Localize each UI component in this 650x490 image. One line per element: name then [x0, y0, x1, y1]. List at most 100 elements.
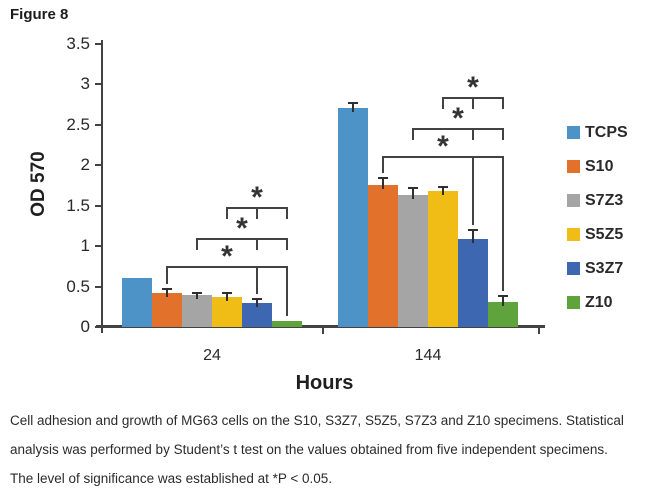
sig-star: *	[467, 71, 479, 104]
error-bar-S3Z7-144	[472, 229, 474, 243]
sig-bracket-drop	[472, 156, 474, 225]
y-tick	[95, 204, 103, 207]
y-tick	[95, 326, 103, 328]
error-cap-S7Z3-24	[192, 291, 202, 294]
y-tick-label: 1.5	[66, 195, 90, 215]
y-tick	[95, 285, 103, 288]
y-tick	[95, 83, 103, 85]
error-bar-S3Z7-24	[256, 299, 258, 307]
sig-bracket-tick	[412, 128, 414, 140]
legend-label-Z10: Z10	[585, 294, 613, 311]
figure-caption: Cell adhesion and growth of MG63 cells o…	[10, 406, 650, 490]
bar-S5Z5-144	[428, 190, 458, 327]
sig-bracket-tick	[226, 207, 228, 219]
legend-label-S10: S10	[585, 158, 614, 175]
sig-bracket-tick	[196, 238, 198, 250]
bar-S7Z3-144	[398, 194, 428, 327]
y-tick-label: 2.5	[66, 114, 90, 134]
sig-bracket	[382, 156, 504, 158]
error-bar-S5Z5-24	[226, 292, 228, 302]
caption-line-1: Cell adhesion and growth of MG63 cells o…	[10, 413, 624, 428]
sig-bracket-tick	[442, 97, 444, 109]
legend-swatch-TCPS	[567, 126, 580, 139]
sig-star: *	[437, 130, 449, 163]
error-bar-S7Z3-24	[196, 292, 198, 299]
y-tick-label: 0.5	[66, 276, 90, 296]
y-axis	[101, 40, 103, 333]
bar-S3Z7-24	[242, 302, 272, 327]
sig-bracket-tick	[256, 238, 258, 250]
y-tick-label: 2	[80, 155, 90, 174]
caption-line-2: analysis was performed by Student’s t te…	[10, 442, 608, 457]
caption-line-3: The level of significance was establishe…	[10, 471, 333, 486]
y-tick-label: 1	[80, 236, 90, 255]
error-cap-TCPS-144	[348, 102, 358, 105]
sig-bracket-drop	[286, 266, 288, 316]
x-axis-title: Hours	[295, 372, 354, 394]
x-axis	[96, 325, 545, 328]
sig-bracket-tick	[286, 207, 288, 219]
error-cap-S5Z5-24	[222, 291, 232, 294]
bar-Z10-24	[272, 320, 302, 327]
error-bar-TCPS-144	[352, 103, 354, 113]
error-cap-Z10-144	[498, 295, 508, 298]
sig-bracket-drop	[382, 156, 384, 173]
y-tick-label: 3.5	[66, 33, 90, 53]
sig-bracket-drop	[166, 266, 168, 284]
error-cap-S5Z5-144	[438, 185, 448, 188]
sig-bracket	[196, 238, 288, 240]
bar-TCPS-144	[338, 108, 368, 327]
error-bar-S10-24	[166, 288, 168, 297]
sig-bracket	[166, 266, 288, 268]
y-tick	[95, 245, 103, 247]
legend-label-S7Z3: S7Z3	[585, 192, 624, 209]
y-tick-label: 3	[80, 74, 90, 93]
x-axis-tick-1	[538, 325, 540, 334]
error-cap-S3Z7-144	[468, 228, 478, 231]
legend-swatch-S7Z3	[567, 194, 580, 207]
sig-bracket-tick	[502, 128, 504, 140]
x-axis-tick-0	[322, 325, 324, 334]
sig-bracket-drop	[502, 156, 504, 292]
legend-swatch-S3Z7	[567, 262, 580, 275]
legend-swatch-Z10	[567, 296, 580, 309]
figure-label: Figure 8	[10, 6, 69, 23]
error-bar-S7Z3-144	[412, 188, 414, 199]
legend-swatch-S10	[567, 160, 580, 173]
sig-star: *	[452, 102, 464, 135]
legend-label-TCPS: TCPS	[585, 124, 628, 141]
bar-Z10-144	[488, 301, 518, 327]
error-bar-S5Z5-144	[442, 186, 444, 195]
sig-bracket-tick	[472, 97, 474, 109]
error-cap-S10-24	[162, 287, 172, 290]
error-bar-Z10-144	[502, 296, 504, 306]
legend-label-S3Z7: S3Z7	[585, 260, 624, 277]
bar-S3Z7-144	[458, 238, 488, 327]
error-bar-S10-144	[382, 177, 384, 190]
bar-S10-24	[152, 292, 182, 327]
error-cap-S10-144	[378, 176, 388, 179]
bar-S10-144	[368, 185, 398, 327]
bar-TCPS-24	[122, 278, 152, 327]
y-tick	[95, 42, 103, 45]
sig-bracket-tick	[502, 97, 504, 109]
error-cap-S7Z3-144	[408, 187, 418, 190]
x-category-label-24: 24	[203, 347, 221, 364]
bar-S5Z5-24	[212, 297, 242, 327]
y-tick	[95, 123, 103, 126]
sig-bracket-tick	[256, 207, 258, 219]
sig-bracket-tick	[286, 238, 288, 250]
bar-S7Z3-24	[182, 294, 212, 327]
legend-label-S5Z5: S5Z5	[585, 226, 624, 243]
y-tick-label: 0	[80, 317, 90, 336]
error-cap-S3Z7-24	[252, 298, 262, 301]
sig-bracket-drop	[256, 266, 258, 295]
sig-star: *	[251, 181, 263, 214]
legend-swatch-S5Z5	[567, 228, 580, 241]
sig-star: *	[236, 212, 248, 245]
y-tick	[95, 164, 103, 166]
sig-bracket	[412, 128, 504, 130]
x-category-label-144: 144	[414, 347, 442, 364]
